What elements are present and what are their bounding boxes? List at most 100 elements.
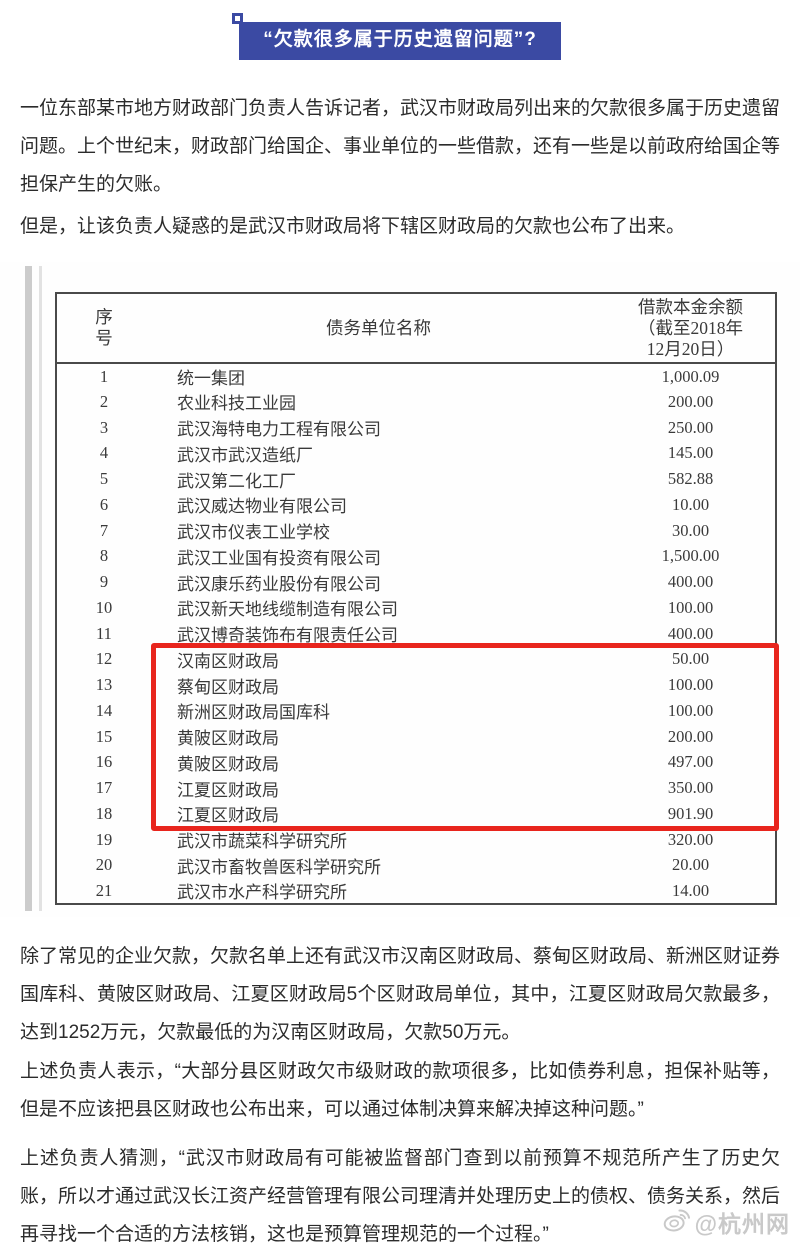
table-row: 14 新洲区财政局国库科 100.00 bbox=[56, 698, 776, 724]
paragraph-official-guess: 上述负责人猜测，“武汉市财政局有可能被监督部门查到以前预算不规范所产生了历史欠账… bbox=[20, 1148, 781, 1245]
loan-balance: 400.00 bbox=[667, 623, 714, 643]
loan-balance: 145.00 bbox=[667, 443, 714, 463]
watermark-text: @杭州网 bbox=[694, 1211, 790, 1237]
table-row: 16 黄陂区财政局 497.00 bbox=[56, 750, 776, 776]
table-row: 13 蔡甸区财政局 100.00 bbox=[56, 672, 776, 698]
loan-balance: 200.00 bbox=[667, 391, 714, 411]
row-index: 2 bbox=[99, 391, 109, 411]
paragraph-intro: 一位东部某市地方财政部门负责人告诉记者，武汉市财政局列出来的欠款很多属于历史遗留… bbox=[20, 98, 781, 195]
loan-balance: 14.00 bbox=[671, 880, 710, 900]
table-row: 21 武汉市水产科学研究所 14.00 bbox=[56, 878, 776, 904]
table-row: 6 武汉威达物业有限公司 10.00 bbox=[56, 492, 776, 518]
debtor-name: 江夏区财政局 bbox=[177, 780, 279, 800]
row-index: 4 bbox=[99, 443, 109, 463]
row-index: 9 bbox=[99, 572, 109, 592]
row-index: 16 bbox=[95, 752, 113, 772]
row-index: 13 bbox=[95, 675, 113, 695]
debtor-name: 黄陂区财政局 bbox=[177, 754, 279, 774]
table-row: 3 武汉海特电力工程有限公司 250.00 bbox=[56, 415, 776, 441]
row-index: 19 bbox=[95, 829, 113, 849]
paragraph-doubt: 但是，让该负责人疑惑的是武汉市财政局将下辖区财政局的欠款也公布了出来。 bbox=[20, 216, 686, 237]
debtor-name: 汉南区财政局 bbox=[177, 651, 279, 671]
row-index: 11 bbox=[96, 623, 112, 643]
loan-balance: 20.00 bbox=[671, 855, 710, 875]
row-index: 10 bbox=[95, 597, 113, 617]
table-row: 15 黄陂区财政局 200.00 bbox=[56, 724, 776, 750]
column-header-debtor-name: 债务单位名称 bbox=[151, 293, 606, 364]
row-index: 18 bbox=[95, 803, 113, 823]
article-title-badge: “欠款很多属于历史遗留问题”? bbox=[232, 13, 561, 60]
weibo-icon bbox=[659, 1202, 694, 1242]
debtor-name: 统一集团 bbox=[177, 369, 245, 388]
row-index: 17 bbox=[95, 778, 113, 798]
scanned-debt-table-image: 序 号 债务单位名称 借款本金余额 （截至2018年 12月20日） 1 统一集… bbox=[0, 262, 800, 917]
loan-balance: 350.00 bbox=[667, 778, 714, 798]
debt-table: 序 号 债务单位名称 借款本金余额 （截至2018年 12月20日） 1 统一集… bbox=[55, 292, 777, 906]
debtor-name: 新洲区财政局国库科 bbox=[177, 703, 330, 723]
debtor-name: 武汉市水产科学研究所 bbox=[177, 883, 347, 903]
loan-balance: 100.00 bbox=[667, 675, 714, 695]
scan-edge-artifact bbox=[39, 266, 42, 911]
scan-edge-artifact bbox=[25, 266, 32, 911]
debtor-name: 农业科技工业园 bbox=[177, 394, 296, 414]
debtor-name: 江夏区财政局 bbox=[177, 806, 279, 826]
row-index: 5 bbox=[99, 469, 109, 489]
table-row: 7 武汉市仪表工业学校 30.00 bbox=[56, 518, 776, 544]
loan-balance: 320.00 bbox=[667, 829, 714, 849]
debtor-name: 武汉市仪表工业学校 bbox=[177, 523, 330, 543]
debtor-name: 武汉工业国有投资有限公司 bbox=[177, 548, 381, 568]
row-index: 7 bbox=[99, 520, 109, 540]
debtor-name: 武汉博奇装饰布有限责任公司 bbox=[177, 626, 398, 646]
debtor-name: 武汉市武汉造纸厂 bbox=[177, 445, 313, 465]
loan-balance: 901.90 bbox=[667, 803, 714, 823]
column-header-index: 序 号 bbox=[56, 293, 151, 364]
row-index: 12 bbox=[95, 649, 113, 669]
loan-balance: 250.00 bbox=[667, 417, 714, 437]
row-index: 3 bbox=[99, 417, 109, 437]
watermark: @杭州网 bbox=[662, 1204, 790, 1240]
loan-balance: 400.00 bbox=[667, 572, 714, 592]
debtor-name: 武汉海特电力工程有限公司 bbox=[177, 420, 381, 440]
column-header-loan-balance: 借款本金余额 （截至2018年 12月20日） bbox=[606, 293, 776, 364]
debtor-name: 武汉市蔬菜科学研究所 bbox=[177, 832, 347, 852]
debtor-name: 武汉康乐药业股份有限公司 bbox=[177, 574, 381, 594]
table-row: 9 武汉康乐药业股份有限公司 400.00 bbox=[56, 569, 776, 595]
table-row: 1 统一集团 1,000.09 bbox=[56, 363, 776, 389]
article-title: “欠款很多属于历史遗留问题”? bbox=[263, 29, 537, 50]
table-row: 17 江夏区财政局 350.00 bbox=[56, 775, 776, 801]
loan-balance: 10.00 bbox=[671, 494, 710, 514]
debt-table-header-row: 序 号 债务单位名称 借款本金余额 （截至2018年 12月20日） bbox=[56, 293, 776, 364]
row-index: 14 bbox=[95, 700, 113, 720]
debtor-name: 武汉市畜牧兽医科学研究所 bbox=[177, 857, 381, 877]
table-row: 8 武汉工业国有投资有限公司 1,500.00 bbox=[56, 544, 776, 570]
loan-balance: 200.00 bbox=[667, 726, 714, 746]
badge-corner-decoration bbox=[232, 13, 244, 24]
row-index: 1 bbox=[99, 366, 109, 386]
loan-balance: 582.88 bbox=[667, 469, 714, 489]
table-row: 5 武汉第二化工厂 582.88 bbox=[56, 466, 776, 492]
table-row: 19 武汉市蔬菜科学研究所 320.00 bbox=[56, 827, 776, 853]
table-row: 2 农业科技工业园 200.00 bbox=[56, 389, 776, 415]
row-index: 8 bbox=[99, 546, 109, 566]
table-row: 4 武汉市武汉造纸厂 145.00 bbox=[56, 441, 776, 467]
row-index: 21 bbox=[95, 880, 113, 900]
loan-balance: 1,000.09 bbox=[661, 366, 720, 386]
paragraph-official-statement: 上述负责人表示，“大部分县区财政欠市级财政的款项很多，比如债券利息，担保补贴等，… bbox=[20, 1061, 780, 1120]
loan-balance: 1,500.00 bbox=[661, 546, 720, 566]
loan-balance: 100.00 bbox=[667, 597, 714, 617]
debtor-name: 武汉威达物业有限公司 bbox=[177, 497, 347, 517]
row-index: 20 bbox=[95, 855, 113, 875]
debtor-name: 蔡甸区财政局 bbox=[177, 677, 279, 697]
table-row: 11 武汉博奇装饰布有限责任公司 400.00 bbox=[56, 621, 776, 647]
loan-balance: 30.00 bbox=[671, 520, 710, 540]
loan-balance: 100.00 bbox=[667, 700, 714, 720]
loan-balance: 50.00 bbox=[671, 649, 710, 669]
table-row: 12 汉南区财政局 50.00 bbox=[56, 647, 776, 673]
article-title-banner: “欠款很多属于历史遗留问题”? bbox=[0, 13, 800, 60]
table-row: 20 武汉市畜牧兽医科学研究所 20.00 bbox=[56, 853, 776, 879]
paragraph-district-debts: 除了常见的企业欠款，欠款名单上还有武汉市汉南区财政局、蔡甸区财政局、新洲区财证券… bbox=[20, 946, 781, 1043]
table-row: 18 江夏区财政局 901.90 bbox=[56, 801, 776, 827]
debtor-name: 黄陂区财政局 bbox=[177, 729, 279, 749]
debtor-name: 武汉第二化工厂 bbox=[177, 471, 296, 491]
table-row: 10 武汉新天地线缆制造有限公司 100.00 bbox=[56, 595, 776, 621]
